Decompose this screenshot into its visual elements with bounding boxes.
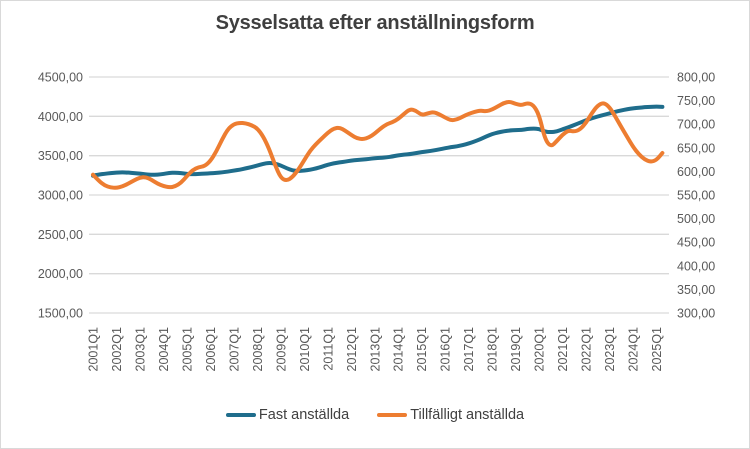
x-axis-tick-label: 2011Q1: [321, 327, 335, 371]
chart-title: Sysselsatta efter anställningsform: [215, 12, 535, 34]
y-axis-right-tick-label: 650,00: [677, 141, 715, 155]
y-axis-right-tick-label: 300,00: [677, 307, 715, 321]
x-axis-tick-label: 2009Q1: [274, 327, 288, 372]
y-axis-right-tick-label: 400,00: [677, 259, 715, 273]
x-axis-tick-label: 2024Q1: [627, 327, 641, 372]
y-axis-left-tick-label: 4000,00: [38, 110, 83, 124]
x-axis-tick-label: 2023Q1: [603, 327, 617, 372]
y-axis-left-tick-label: 2500,00: [38, 228, 83, 242]
series-line-fast-anst-llda: [91, 104, 665, 178]
y-axis-right-tick-label: 550,00: [677, 189, 715, 203]
legend-label: Fast anställda: [258, 407, 350, 423]
x-axis-tick-label: 2021Q1: [556, 327, 570, 372]
y-axis-right-tick-label: 700,00: [677, 118, 715, 132]
x-axis-tick-label: 2014Q1: [392, 327, 406, 372]
y-axis-right-tick-label: 450,00: [677, 236, 715, 250]
y-axis-left-tick-label: 1500,00: [38, 307, 83, 321]
y-axis-left-tick-label: 2000,00: [38, 267, 83, 281]
legend-item-tillfalligt-anstallda: Tillfälligt anställda: [377, 407, 524, 423]
x-axis-tick-label: 2003Q1: [133, 327, 147, 372]
x-axis-tick-label: 2022Q1: [580, 327, 594, 372]
x-axis-tick-label: 2018Q1: [486, 327, 500, 372]
series-line-tillf-lligt-anst-llda: [91, 99, 665, 190]
x-axis-tick-label: 2001Q1: [87, 327, 101, 372]
chart-legend: Fast anställda Tillfälligt anställda: [1, 407, 749, 423]
x-axis-tick-label: 2019Q1: [509, 327, 523, 372]
y-axis-left-tick-label: 3500,00: [38, 149, 83, 163]
x-axis-tick-label: 2015Q1: [415, 327, 429, 372]
y-axis-right-tick-label: 600,00: [677, 165, 715, 179]
y-axis-left-tick-label: 4500,00: [38, 71, 83, 85]
legend-line-swatch-blue: [225, 412, 256, 418]
y-axis-right-tick-label: 500,00: [677, 212, 715, 226]
x-axis-tick-label: 2017Q1: [462, 327, 476, 372]
x-axis-tick-label: 2012Q1: [345, 327, 359, 372]
y-axis-right-tick-label: 750,00: [677, 94, 715, 108]
x-axis-tick-label: 2010Q1: [298, 327, 312, 372]
x-axis-tick-label: 2016Q1: [439, 327, 453, 372]
x-axis-tick-label: 2013Q1: [368, 327, 382, 372]
x-axis-tick-label: 2002Q1: [110, 327, 124, 372]
y-axis-left-tick-label: 3000,00: [38, 189, 83, 203]
x-axis-tick-label: 2020Q1: [533, 327, 547, 372]
y-axis-right-tick-label: 800,00: [677, 71, 715, 85]
legend-label: Tillfälligt anställda: [410, 407, 525, 423]
x-axis-tick-label: 2008Q1: [251, 327, 265, 372]
legend-item-fast-anstallda: Fast anställda: [225, 407, 350, 423]
x-axis-tick-label: 2004Q1: [157, 327, 171, 372]
y-axis-right-tick-label: 350,00: [677, 283, 715, 297]
x-axis-tick-label: 2025Q1: [650, 327, 664, 372]
x-axis-tick-label: 2007Q1: [227, 327, 241, 372]
x-axis-tick-label: 2005Q1: [180, 327, 194, 372]
x-axis-tick-label: 2006Q1: [204, 327, 218, 372]
legend-line-swatch-orange: [377, 412, 408, 418]
